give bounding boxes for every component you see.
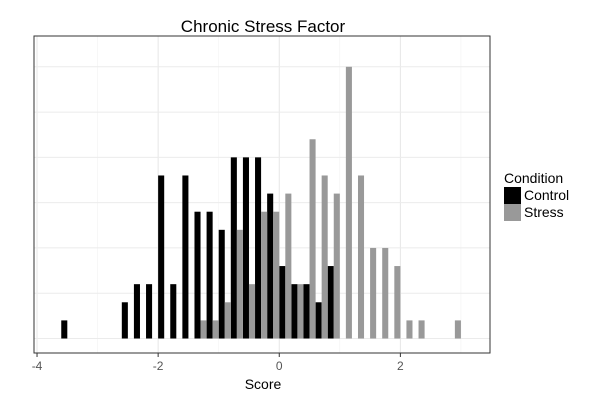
bar-stress <box>333 193 340 339</box>
plot-border <box>33 35 491 354</box>
legend-key-control <box>504 187 521 204</box>
chart-title: Chronic Stress Factor <box>181 17 346 36</box>
x-tick-label: -2 <box>153 359 164 373</box>
bar-control <box>315 302 322 339</box>
bar-stress <box>261 211 268 339</box>
x-tick-label: -4 <box>32 359 43 373</box>
bar-stress <box>285 193 292 339</box>
bar-stress <box>382 247 389 339</box>
bar-stress <box>309 139 316 339</box>
bar-stress <box>406 320 413 339</box>
bar-stress <box>236 229 243 339</box>
bar-control <box>146 284 153 339</box>
bar-control <box>267 193 274 339</box>
bar-control <box>61 320 68 339</box>
bar-stress <box>321 175 328 339</box>
x-tick-label: 2 <box>397 359 404 373</box>
bar-control <box>170 284 177 339</box>
bar-stress <box>418 320 425 339</box>
bar-control <box>242 157 249 339</box>
bar-control <box>133 284 140 339</box>
bar-control <box>121 302 128 339</box>
x-axis: -4 -2 0 2 <box>32 353 404 373</box>
x-axis-title: Score <box>245 376 282 392</box>
bar-control <box>206 211 213 339</box>
bar-control <box>303 284 310 339</box>
bar-control <box>291 284 298 339</box>
bar-stress <box>200 320 207 339</box>
legend: Condition Control Stress <box>504 170 569 221</box>
bar-stress <box>224 302 231 339</box>
bar-control <box>255 157 262 339</box>
bar-control <box>218 229 225 339</box>
bar-control <box>327 266 334 339</box>
bar-stress <box>248 284 256 339</box>
bar-control <box>230 157 237 339</box>
bars <box>61 66 461 339</box>
bar-stress <box>454 320 461 339</box>
bar-stress <box>357 175 365 339</box>
bar-control <box>279 266 286 339</box>
x-tick-label: 0 <box>276 359 283 373</box>
bar-stress <box>345 66 352 339</box>
legend-title: Condition <box>504 170 563 186</box>
bar-control <box>158 175 165 339</box>
bar-stress <box>212 320 219 339</box>
bar-stress <box>370 247 377 339</box>
bar-control <box>182 175 189 339</box>
legend-key-stress <box>504 204 521 221</box>
bar-stress <box>394 266 401 339</box>
legend-label-stress: Stress <box>524 204 564 220</box>
bar-stress <box>273 211 280 339</box>
legend-label-control: Control <box>524 187 569 203</box>
bar-control <box>194 211 201 339</box>
bar-stress <box>297 284 304 339</box>
